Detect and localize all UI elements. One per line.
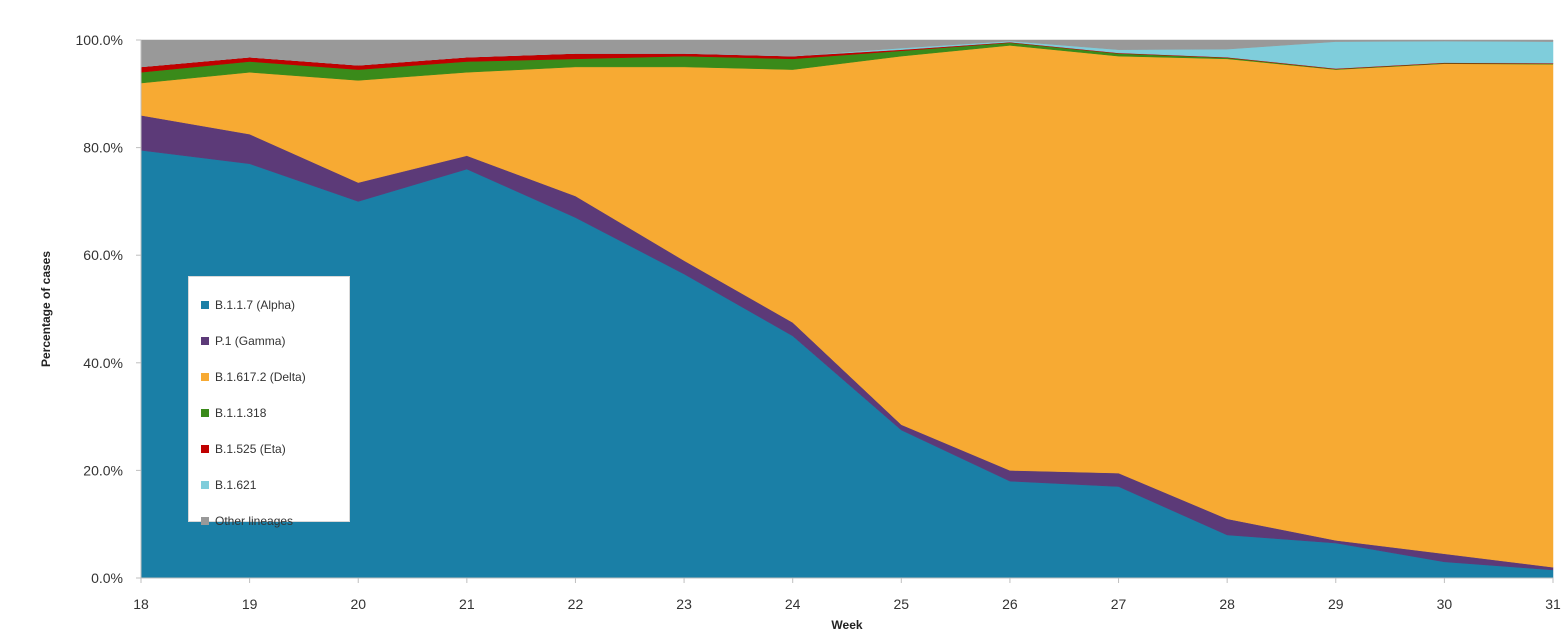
legend-item-b1621: B.1.621 [201,467,349,503]
x-tick-label: 31 [1545,596,1561,612]
x-tick-label: 20 [350,596,366,612]
legend-label-other: Other lineages [215,514,294,528]
legend-item-alpha: B.1.1.7 (Alpha) [201,287,349,323]
legend-swatch-other [201,517,209,525]
y-tick-label: 20.0% [83,462,123,478]
legend-label-gamma: P.1 (Gamma) [215,334,286,348]
legend-label-b11318: B.1.1.318 [215,406,267,420]
legend-item-other: Other lineages [201,503,349,539]
legend-item-gamma: P.1 (Gamma) [201,323,349,359]
x-tick-label: 27 [1111,596,1127,612]
legend-label-alpha: B.1.1.7 (Alpha) [215,298,296,312]
legend-swatch-eta [201,445,209,453]
x-tick-label: 23 [676,596,692,612]
y-tick-label: 0.0% [91,570,123,586]
legend-label-b1621: B.1.621 [215,478,257,492]
y-tick-label: 40.0% [83,355,123,371]
legend-swatch-b11318 [201,409,209,417]
axes [140,40,1553,579]
y-tick-label: 60.0% [83,247,123,263]
legend-item-delta: B.1.617.2 (Delta) [201,359,349,395]
series-areas [140,39,1554,579]
legend-label-eta: B.1.525 (Eta) [215,442,286,456]
y-tick-labels: 0.0% 20.0% 40.0% 60.0% 80.0% 100.0% [76,32,141,586]
x-tick-label: 25 [894,596,910,612]
x-tick-label: 24 [785,596,801,612]
x-tick-label: 22 [568,596,584,612]
x-tick-label: 26 [1002,596,1018,612]
legend-item-eta: B.1.525 (Eta) [201,431,349,467]
legend-swatch-alpha [201,301,209,309]
y-tick-label: 80.0% [83,140,123,156]
x-axis-title: Week [831,618,862,632]
x-tick-label: 29 [1328,596,1344,612]
legend-swatch-delta [201,373,209,381]
x-tick-labels: 18 19 20 21 22 23 24 25 26 27 28 29 30 31 [133,578,1561,612]
y-axis-title: Percentage of cases [39,251,53,367]
x-tick-label: 19 [242,596,258,612]
legend-label-delta: B.1.617.2 (Delta) [215,370,306,384]
x-tick-label: 18 [133,596,149,612]
legend-swatch-gamma [201,337,209,345]
x-tick-label: 30 [1437,596,1453,612]
legend-item-b11318: B.1.1.318 [201,395,349,431]
y-tick-label: 100.0% [76,32,123,48]
x-tick-label: 28 [1219,596,1235,612]
legend-swatch-b1621 [201,481,209,489]
area-series-6 [140,39,1554,68]
x-tick-label: 21 [459,596,475,612]
legend: B.1.1.7 (Alpha) P.1 (Gamma) B.1.617.2 (D… [188,276,350,528]
